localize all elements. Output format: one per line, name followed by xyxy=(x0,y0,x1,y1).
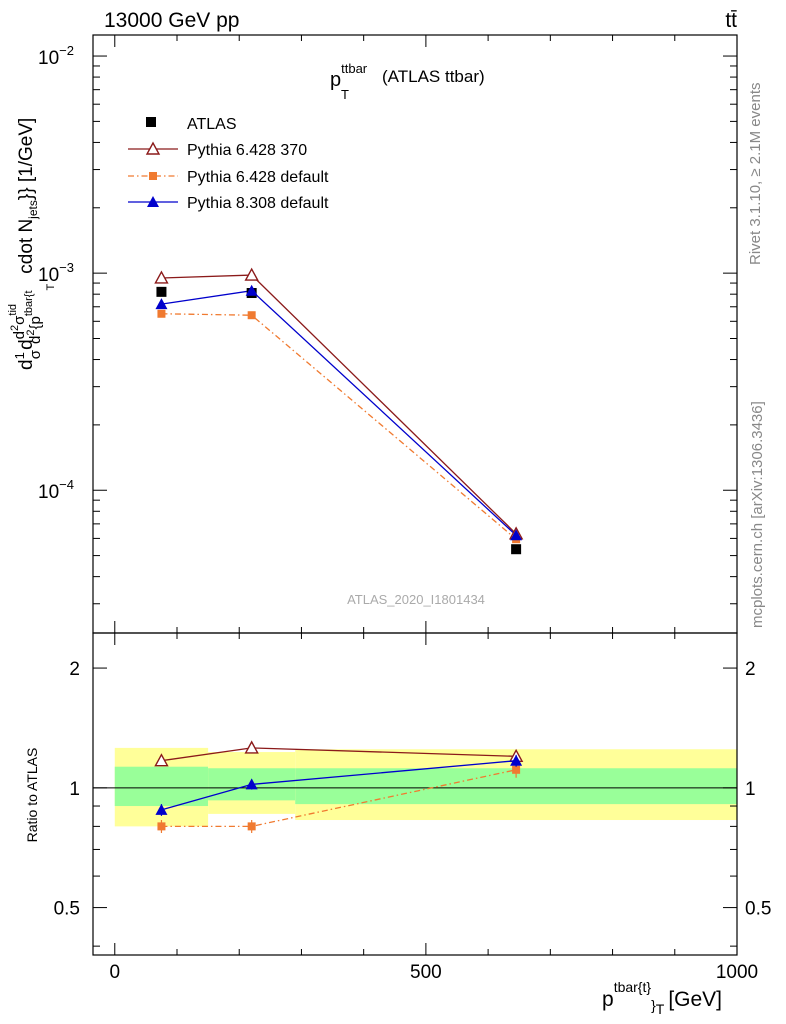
legend: ATLAS Pythia 6.428 370 Pythia 6.428 defa… xyxy=(128,116,329,212)
main-point-pythia-8-308-default-0 xyxy=(155,298,168,310)
x-tick-label: 500 xyxy=(410,962,442,983)
main-line-pythia-8-308-default xyxy=(161,290,517,536)
legend-label-atlas: ATLAS xyxy=(187,116,237,133)
main-point-pythia-6-428-default-1 xyxy=(247,311,256,320)
title-sup: ttbar xyxy=(341,61,368,76)
x-tick-label: 1000 xyxy=(716,962,758,983)
header-left: 13000 GeV pp xyxy=(104,9,239,32)
y-tick-label: 10−2 xyxy=(38,43,74,69)
ratio-point-pythia-6-428-default-0 xyxy=(157,822,166,831)
x-axis-label: ptbar{t}}T [GeV] xyxy=(602,979,722,1017)
mcplots-label: mcplots.cern.ch [arXiv:1306.3436] xyxy=(749,401,766,628)
ratio-series-lines xyxy=(154,740,524,833)
axis-ticks: 0 500 1000 10−2 10−3 10−4 0.5 0.5 1 1 2 2 xyxy=(38,35,771,983)
ratio-point-pythia-6-428-default-1 xyxy=(247,822,256,831)
main-series-markers xyxy=(154,267,524,555)
main-point-atlas-0 xyxy=(156,286,167,297)
analysis-watermark: ATLAS_2020_I1801434 xyxy=(347,592,485,607)
ratio-uncertainty-bands xyxy=(93,747,737,827)
legend-label-py8-default: Pythia 8.308 default xyxy=(187,195,329,212)
x-tick-label: 0 xyxy=(109,962,120,983)
y-axis-label: d1σdd2σtidd2{ptbar{tTcdot Njets}} [1/GeV… xyxy=(7,118,57,370)
legend-marker-py8-default xyxy=(147,196,159,207)
ratio-y-tick-label-right: 1 xyxy=(745,779,756,800)
ratio-point-pythia-8-308-default-0 xyxy=(155,803,168,815)
ratio-y-tick-label-left: 0.5 xyxy=(54,899,80,920)
ratio-point-pythia-6-428-370-0 xyxy=(154,753,169,767)
main-point-pythia-8-308-default-2 xyxy=(510,529,523,541)
ratio-plot-frame xyxy=(92,632,738,956)
title-main: p xyxy=(330,69,341,91)
ratio-point-pythia-6-428-default-2 xyxy=(512,765,521,774)
main-line-pythia-6-428-default xyxy=(161,313,517,540)
main-point-pythia-6-428-370-0 xyxy=(154,270,169,284)
legend-label-py6-370: Pythia 6.428 370 xyxy=(187,142,307,159)
ratio-point-pythia-6-428-370-1 xyxy=(244,740,259,754)
ratio-point-pythia-8-308-default-1 xyxy=(245,778,258,790)
title-rest: (ATLAS ttbar) xyxy=(382,67,485,86)
main-point-atlas-2 xyxy=(511,544,522,555)
ratio-band-green-0 xyxy=(114,766,209,807)
legend-marker-atlas xyxy=(146,117,156,127)
ratio-y-tick-label-right: 2 xyxy=(745,659,756,680)
legend-marker-py6-default xyxy=(149,172,157,180)
ratio-y-tick-label-left: 2 xyxy=(69,659,80,680)
title-sub: T xyxy=(341,87,349,102)
main-point-pythia-6-428-default-0 xyxy=(157,309,166,318)
svg-text:d1σdd2σtidd2{ptbar{tTcdot Njet: d1σdd2σtidd2{ptbar{tTcdot Njets}} [1/GeV… xyxy=(7,118,57,370)
svg-text:ptbar{t}}T[GeV]: ptbar{t}}T [GeV] xyxy=(602,979,722,1017)
ratio-y-tick-label-right: 0.5 xyxy=(745,899,771,920)
main-point-pythia-6-428-370-1 xyxy=(244,267,259,281)
ratio-y-tick-label-left: 1 xyxy=(69,779,80,800)
ratio-point-pythia-8-308-default-2 xyxy=(510,754,523,766)
y-tick-label: 10−4 xyxy=(38,477,74,503)
rivet-version-label: Rivet 3.1.10, ≥ 2.1M events xyxy=(747,83,764,266)
legend-marker-py6-370 xyxy=(145,141,161,155)
main-series-lines xyxy=(161,274,517,540)
ratio-y-axis-label: Ratio to ATLAS xyxy=(24,748,40,843)
legend-label-py6-default: Pythia 6.428 default xyxy=(187,169,329,186)
main-point-pythia-8-308-default-1 xyxy=(245,284,258,296)
header-right: tt̄ xyxy=(725,9,737,32)
main-line-pythia-6-428-370 xyxy=(161,274,517,535)
y-tick-label: 10−3 xyxy=(38,260,74,286)
chart-title: pttbar xyxy=(330,61,368,91)
